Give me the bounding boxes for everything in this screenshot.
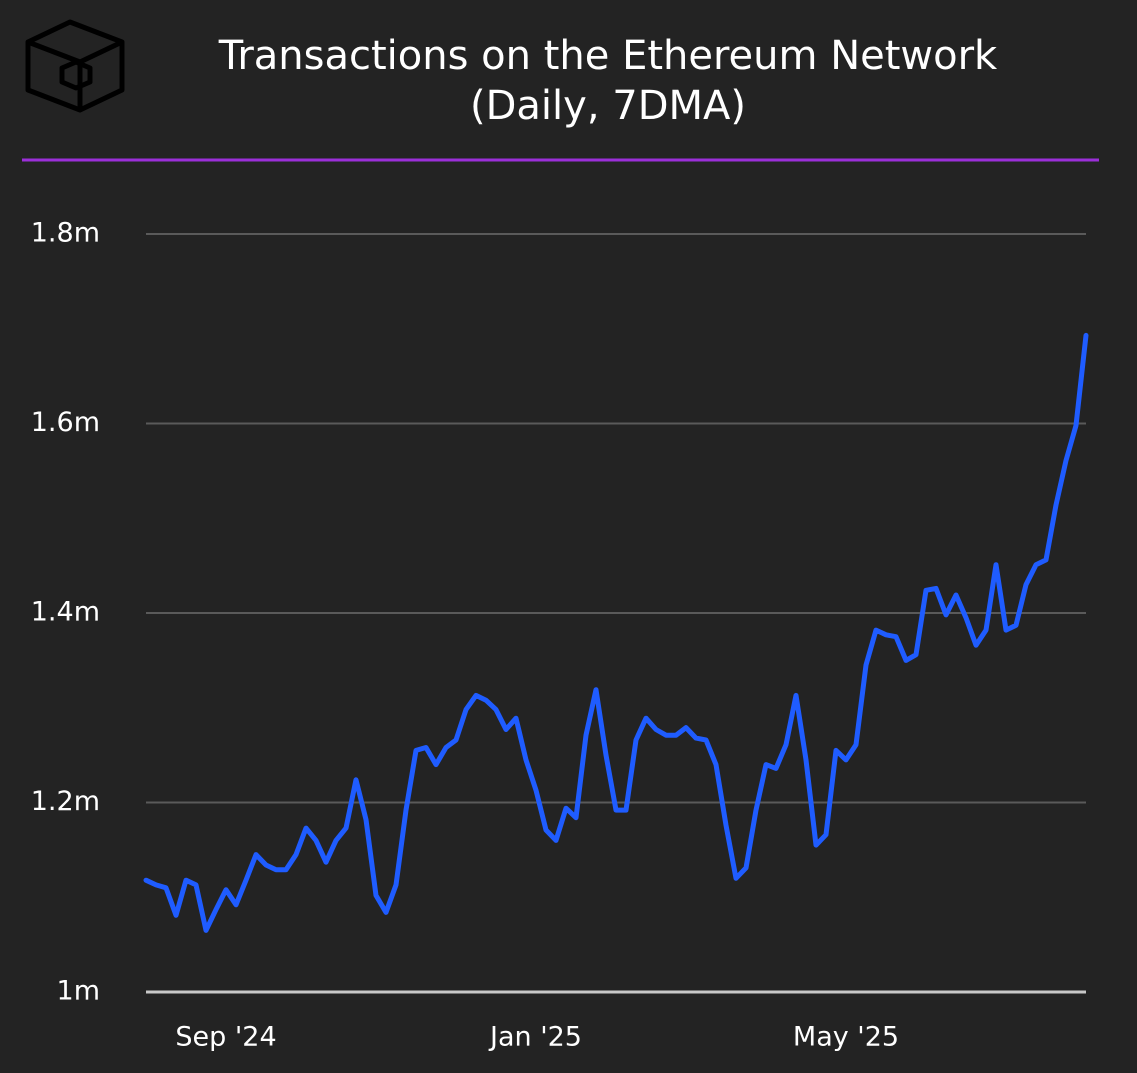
x-tick-label: Sep '24 (175, 1022, 276, 1053)
data-line (143, 332, 1089, 933)
chart-subtitle: (Daily, 7DMA) (470, 83, 746, 129)
x-tick-label: May '25 (793, 1022, 899, 1053)
chart-title: Transactions on the Ethereum Network (218, 33, 998, 79)
logo (25, 19, 125, 113)
y-tick-label: 1.4m (31, 597, 100, 628)
x-tick-label: Jan '25 (488, 1022, 582, 1053)
logo-edge (27, 39, 124, 65)
logo-outer (25, 19, 125, 113)
y-tick-label: 1.8m (31, 218, 100, 249)
y-tick-label: 1.6m (31, 407, 100, 438)
y-tick-label: 1m (57, 976, 100, 1007)
logo-inner (59, 59, 93, 91)
y-tick-label: 1.2m (31, 786, 100, 817)
